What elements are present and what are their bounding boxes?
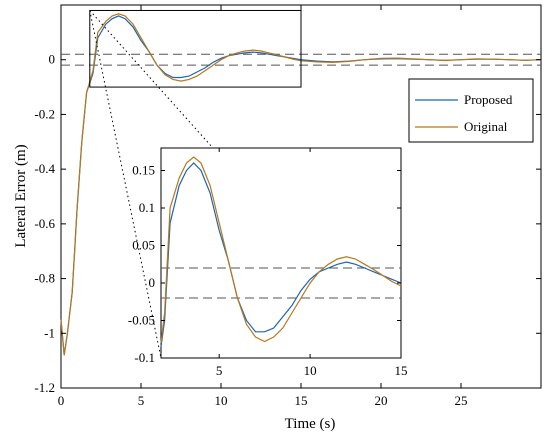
- inset-x-tick-label: 5: [216, 363, 223, 378]
- zoom-box: [89, 9, 302, 88]
- y-tick-label: -1: [44, 325, 55, 340]
- inset-x-tick-label: 15: [395, 363, 408, 378]
- inset-y-tick-label: -0.05: [128, 313, 155, 328]
- main-axis-ticks: 0 5 10 15 20 25 0 -0.2 -0.4 -0.6 -0.8 -1 -1.2: [34, 5, 541, 408]
- y-tick-label: -0.2: [34, 106, 55, 121]
- inset-y-tick-label: 0.15: [132, 163, 155, 178]
- inset-y-tick-label: 0: [149, 275, 156, 290]
- legend-box: [408, 78, 534, 143]
- zoom-connector-left: [89, 10, 162, 359]
- x-tick-label: 20: [375, 393, 388, 408]
- inset-x-tick-label: 10: [304, 363, 317, 378]
- legend: Proposed Original: [408, 78, 534, 143]
- inset-plot-area: [160, 147, 402, 359]
- x-tick-label: 15: [295, 393, 308, 408]
- inset-y-tick-label: -0.1: [134, 350, 155, 365]
- inset-y-tick-label: 0.05: [132, 238, 155, 253]
- main-series-group: [60, 13, 542, 356]
- inset-series-group: [160, 156, 402, 347]
- zoom-connector-right: [89, 10, 402, 359]
- y-tick-label: -1.2: [34, 380, 55, 395]
- y-tick-label: -0.8: [34, 271, 55, 286]
- x-tick-label: 0: [58, 393, 65, 408]
- y-tick-label: -0.6: [34, 216, 55, 231]
- y-tick-label: 0: [49, 52, 56, 67]
- inset-axis-ticks: 5 10 15 0.15 0.1 0.05 0 -0.05 -0.1: [128, 148, 408, 378]
- legend-label-original: Original: [464, 119, 508, 134]
- x-axis-title: Time (s): [285, 416, 336, 432]
- inset-reference-lines: [161, 267, 401, 299]
- x-tick-label: 25: [455, 393, 468, 408]
- x-tick-label: 5: [138, 393, 145, 408]
- series-line-original: [60, 13, 542, 356]
- inset-y-tick-label: 0.1: [139, 200, 155, 215]
- x-tick-label: 10: [215, 393, 228, 408]
- legend-label-proposed: Proposed: [464, 92, 513, 107]
- y-tick-label: -0.4: [34, 161, 55, 176]
- inset-series-line-original: [160, 156, 402, 344]
- inset-series-line-proposed: [160, 162, 402, 347]
- y-axis-title: Lateral Error (m): [13, 144, 29, 247]
